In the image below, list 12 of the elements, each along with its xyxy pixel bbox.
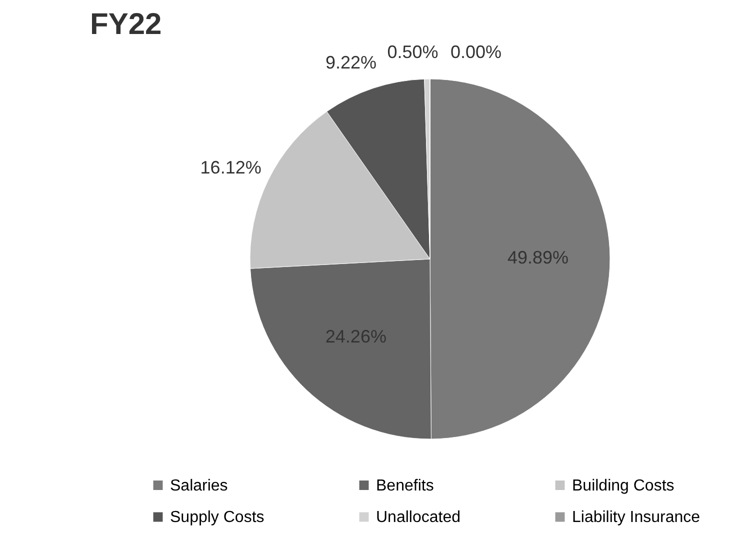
data-label: 49.89%	[507, 248, 569, 268]
legend-label: Salaries	[170, 477, 228, 494]
legend-label: Supply Costs	[170, 509, 264, 526]
legend-label: Unallocated	[376, 509, 460, 526]
data-label: 0.50%	[387, 42, 438, 62]
legend-label: Liability Insurance	[572, 509, 700, 526]
legend-label: Building Costs	[572, 477, 674, 494]
data-label: 16.12%	[200, 158, 262, 178]
data-label: 9.22%	[325, 52, 377, 73]
chart-title: FY22	[90, 8, 162, 41]
text: 0.00%	[450, 42, 502, 62]
legend-label: Benefits	[376, 477, 434, 494]
